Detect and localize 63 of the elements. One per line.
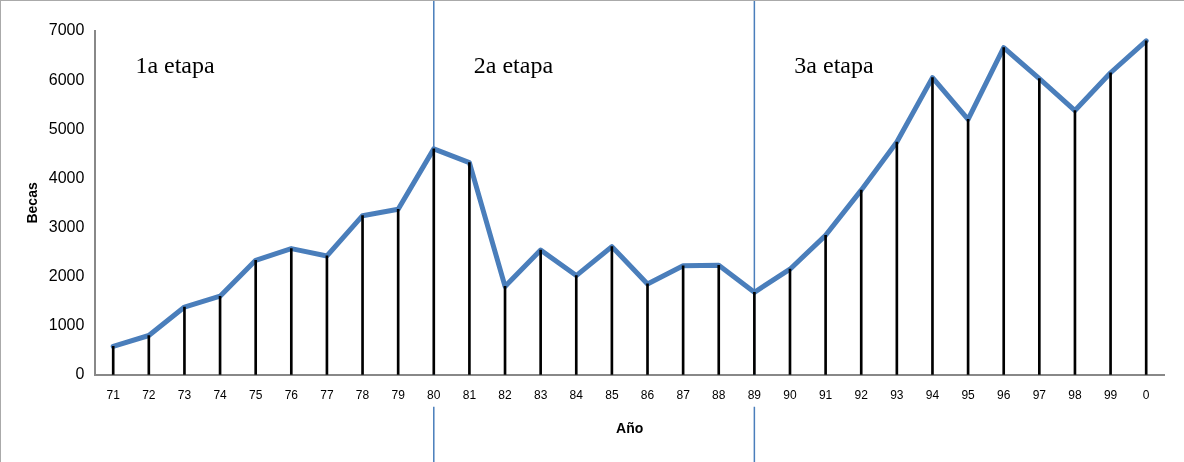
bar (753, 291, 756, 375)
x-tick-label: 81 (462, 388, 477, 403)
x-tick-label: 80 (427, 388, 441, 403)
x-tick-label: 99 (1103, 388, 1118, 403)
x-tick-label: 83 (533, 388, 548, 403)
bar (717, 264, 721, 375)
x-tick-label: 87 (676, 388, 691, 403)
x-tick-label: 97 (1032, 388, 1047, 403)
x-tick-label: 96 (997, 388, 1011, 403)
bar (1109, 72, 1112, 375)
y-tick-label: 2000 (48, 266, 85, 284)
bar (361, 215, 364, 375)
x-tick-label: 98 (1068, 388, 1082, 403)
x-tick-label: 79 (391, 388, 406, 403)
x-tick-label: 89 (747, 388, 762, 403)
x-tick-label: 76 (284, 388, 299, 403)
x-tick-label: 93 (890, 388, 904, 403)
y-axis-title: Becas (24, 182, 41, 224)
bar (468, 162, 471, 375)
y-tick-label: 7000 (48, 21, 85, 39)
bar (574, 275, 578, 375)
bar (254, 260, 258, 375)
x-tick-label: 94 (925, 388, 940, 403)
bar (646, 283, 649, 375)
x-tick-label: 95 (961, 388, 976, 403)
y-tick-label: 3000 (48, 217, 85, 235)
x-tick-label: 74 (213, 388, 228, 403)
y-tick-label: 6000 (48, 70, 85, 88)
x-tick-label: 88 (712, 388, 726, 403)
x-tick-label: 0 (1142, 388, 1150, 403)
bar (147, 335, 151, 375)
bar (1038, 78, 1041, 375)
annotation: 1a etapa (135, 52, 216, 79)
x-tick-label: 72 (142, 388, 156, 403)
x-axis-title: Año (616, 420, 644, 437)
x-tick-label: 77 (320, 388, 334, 403)
bar (289, 248, 293, 375)
x-tick-label: 84 (569, 388, 584, 403)
y-tick-label: 1000 (48, 316, 85, 334)
bar (183, 306, 186, 375)
y-tick-label: 5000 (48, 119, 85, 137)
bar (111, 345, 115, 375)
bar (824, 234, 827, 375)
bar (432, 148, 436, 375)
annotation: 2a etapa (473, 52, 554, 79)
x-tick-label: 90 (783, 388, 797, 403)
x-tick-label: 75 (249, 388, 263, 403)
x-tick-label: 85 (605, 388, 619, 403)
bar (931, 77, 934, 375)
y-tick-label: 4000 (48, 168, 85, 186)
bar (539, 249, 542, 375)
x-tick-label: 91 (818, 388, 833, 403)
annotation: 3a etapa (794, 52, 874, 79)
x-tick-label: 78 (355, 388, 370, 403)
x-tick-label: 82 (498, 388, 513, 403)
x-tick-label: 71 (106, 388, 121, 403)
bar (1144, 40, 1148, 375)
bar (859, 189, 863, 375)
x-tick-label: 92 (854, 388, 869, 403)
x-tick-label: 86 (640, 388, 655, 403)
x-tick-label: 73 (177, 388, 192, 403)
bar (1002, 47, 1006, 375)
y-tick-label: 0 (75, 365, 85, 383)
